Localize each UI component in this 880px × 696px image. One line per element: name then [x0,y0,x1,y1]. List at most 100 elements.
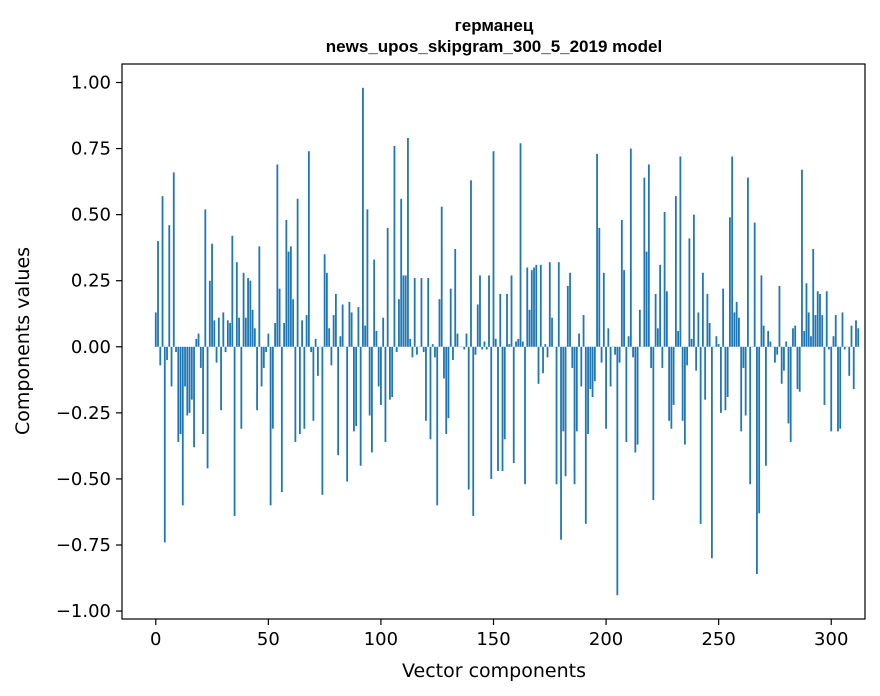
bar [634,346,637,453]
bar [393,145,396,347]
bar [753,222,756,347]
bar [551,317,553,347]
chart-titles: германец news_upos_skipgram_300_5_2019 m… [326,16,662,56]
bar [154,312,157,347]
bar [839,346,842,429]
bar [346,346,349,482]
bar [672,346,675,405]
bar [283,323,286,347]
bar [202,346,204,434]
bar [699,346,702,524]
bar [715,336,718,347]
bar [711,346,713,559]
chart-title: германец [455,16,534,35]
bar [166,346,168,360]
bar [706,293,709,347]
bar [805,283,808,347]
bar [776,346,779,355]
bar [391,346,394,397]
bar [756,346,758,575]
bar [411,346,414,358]
y-tick-label: −1.00 [56,601,111,622]
bar [821,315,824,347]
bar [395,346,398,353]
bar [440,206,443,347]
bar [562,346,565,432]
bar [792,328,794,347]
bar [704,346,707,400]
bar [778,286,781,347]
bar [729,217,731,347]
bar [765,346,767,466]
bar [726,346,729,397]
x-tick-label: 250 [701,629,735,650]
bar [654,293,657,347]
bar [544,344,547,347]
bar [807,312,810,347]
bar [564,346,567,477]
bar [526,267,529,347]
bar [296,198,299,347]
bar [695,346,698,371]
bar [353,346,355,432]
bar [294,346,297,442]
bar [589,346,592,390]
bar [170,346,173,387]
bar [371,346,373,453]
bar [429,346,432,440]
y-axis-label: Components values [12,247,34,435]
bar [274,323,276,347]
bar [578,333,580,347]
bar [686,346,689,366]
bar [742,346,745,368]
x-tick-label: 50 [257,629,280,650]
bar [587,346,589,434]
bar [316,346,319,376]
bar [481,346,484,350]
bar [627,336,630,347]
bar [670,346,673,429]
bar [213,320,216,347]
bar [269,346,272,506]
bar [179,346,182,434]
bar [438,299,441,347]
bar [251,309,254,347]
bar [783,346,785,371]
bar [244,317,247,347]
bar [204,209,207,347]
bar [447,346,450,419]
bar [548,262,551,347]
y-tick-label: −0.25 [56,403,111,424]
bar [303,346,306,429]
bar [499,293,502,347]
bar [253,328,256,347]
bar [368,346,371,416]
bar [168,225,171,347]
bar [528,309,531,347]
x-tick-label: 150 [476,629,510,650]
bar [409,338,412,347]
bar [832,336,835,347]
bar [256,346,258,411]
bar [431,344,434,347]
bar [537,346,540,384]
bar [816,291,819,347]
bar [172,172,175,347]
bar [566,286,569,347]
bar [683,346,686,445]
bar [731,156,734,347]
bar [443,346,445,379]
x-tick-label: 100 [364,629,398,650]
bar [605,346,607,429]
bar [386,227,389,347]
bar [767,330,770,347]
bar [287,251,290,347]
bar [796,346,799,390]
bar [157,241,159,347]
bar [321,346,324,495]
bar [650,346,653,368]
bar [517,338,520,347]
bar [665,291,668,347]
chart-subtitle: news_upos_skipgram_300_5_2019 model [326,37,662,56]
